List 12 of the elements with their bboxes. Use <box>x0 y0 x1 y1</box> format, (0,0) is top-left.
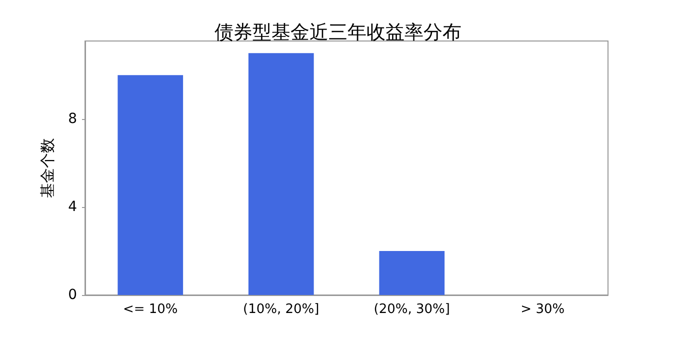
y-tick-label: 8 <box>68 111 77 128</box>
bar <box>118 75 184 295</box>
y-tick-label: 4 <box>68 199 78 216</box>
bar <box>379 251 445 295</box>
x-tick-label: (20%, 30%] <box>374 302 450 317</box>
y-tick-label: 0 <box>68 287 77 303</box>
x-tick-label: <= 10% <box>122 302 178 317</box>
bar <box>248 53 314 295</box>
x-tick-label: (10%, 20%] <box>243 302 320 317</box>
chart-title: 债券型基金近三年收益率分布 <box>214 22 462 44</box>
x-tick-label: > 30% <box>520 302 565 317</box>
y-axis-title: 基金个数 <box>38 138 56 198</box>
